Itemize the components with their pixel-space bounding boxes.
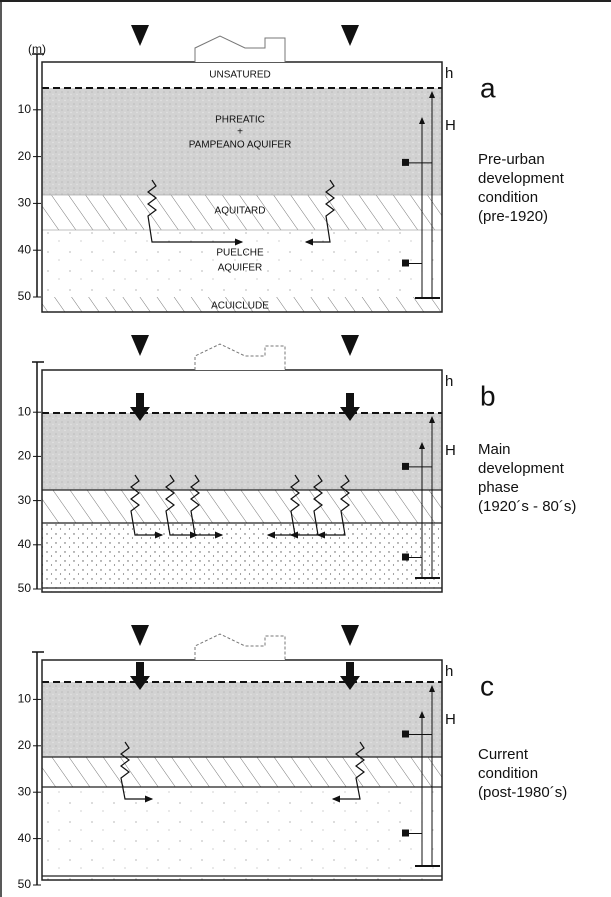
leakage-path <box>316 474 350 539</box>
piezometer <box>402 462 409 470</box>
depth-tick-label: 10 <box>18 404 32 418</box>
depth-tick-label: 20 <box>18 738 32 752</box>
leakage-arrow <box>340 393 360 421</box>
depth-tick-label: 50 <box>18 877 32 891</box>
caption-line: (pre-1920) <box>478 208 548 225</box>
depth-tick-label: 40 <box>18 242 32 256</box>
h-label: h <box>445 373 453 390</box>
caption-line: condition <box>478 189 538 206</box>
aquitard <box>42 490 442 523</box>
caption-line: Current <box>478 746 529 763</box>
aquitard <box>42 757 442 787</box>
leakage-path <box>130 474 164 539</box>
piezometer <box>402 158 409 166</box>
depth-tick-label: 40 <box>18 537 32 551</box>
depth-tick-label: 30 <box>18 196 32 210</box>
panel-letter: c <box>480 670 494 701</box>
depth-tick-label: 10 <box>18 102 32 116</box>
layer-label: AQUITARD <box>215 206 266 217</box>
depth-tick-label: 20 <box>18 149 32 163</box>
depth-tick-label: 50 <box>18 581 32 595</box>
piezometer <box>402 730 409 738</box>
depth-unit: (m) <box>28 42 46 56</box>
leakage-arrow <box>130 662 150 690</box>
depth-tick-label: 20 <box>18 449 32 463</box>
phreatic-zone <box>42 88 442 195</box>
leakage-path <box>147 179 244 246</box>
depth-tick-label: 30 <box>18 493 32 507</box>
leakage-path <box>289 474 323 539</box>
H-label: H <box>445 442 456 459</box>
piezometer <box>402 259 409 267</box>
layer-label: PUELCHE <box>216 248 264 259</box>
depth-tick-label: 10 <box>18 692 32 706</box>
leakage-arrow <box>340 662 360 690</box>
depth-tick-label: 30 <box>18 784 32 798</box>
caption-line: development <box>478 170 565 187</box>
phreatic-zone <box>42 682 442 757</box>
layer-label: + <box>237 127 243 138</box>
layer-label: AQUIFER <box>218 263 262 274</box>
leakage-path <box>165 474 199 539</box>
layer-label: PHREATIC <box>215 115 265 126</box>
H-label: H <box>445 117 456 134</box>
leakage-path <box>304 179 335 246</box>
panel-letter: b <box>480 380 496 411</box>
h-label: h <box>445 65 453 82</box>
leakage-path <box>120 741 154 803</box>
acuiclude <box>42 297 442 312</box>
piezometer <box>402 829 409 837</box>
caption-line: development <box>478 460 565 477</box>
H-label: H <box>445 711 456 728</box>
leakage-arrow <box>130 393 150 421</box>
depth-tick-label: 50 <box>18 289 32 303</box>
building <box>194 633 286 660</box>
layer-label: PAMPEANO AQUIFER <box>189 140 292 151</box>
leakage-path <box>331 741 365 803</box>
aquitard <box>42 195 442 230</box>
building <box>194 35 286 62</box>
caption-line: Pre-urban <box>478 151 545 168</box>
caption-line: condition <box>478 765 538 782</box>
caption-line: (1920´s - 80´s) <box>478 498 576 515</box>
layer-label: UNSATURED <box>209 70 270 81</box>
leakage-path <box>190 474 224 539</box>
puelche-aquifer <box>42 787 442 880</box>
caption-line: phase <box>478 479 519 496</box>
panel-letter: a <box>480 72 496 103</box>
caption-line: (post-1980´s) <box>478 784 567 801</box>
phreatic-zone <box>42 413 442 490</box>
depth-tick-label: 40 <box>18 831 32 845</box>
caption-line: Main <box>478 441 511 458</box>
piezometer <box>402 553 409 561</box>
building <box>194 343 286 370</box>
leakage-path <box>266 474 300 539</box>
puelche-aquifer <box>42 523 442 592</box>
layer-label: ACUICLUDE <box>211 301 269 312</box>
h-label: h <box>445 663 453 680</box>
